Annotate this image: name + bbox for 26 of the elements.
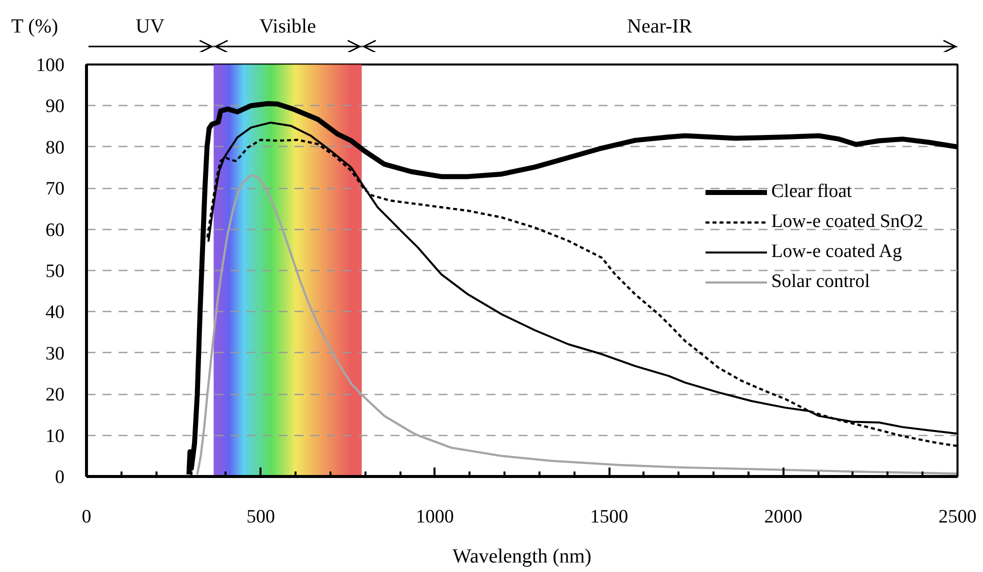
x-tick-label: 2000 bbox=[764, 506, 802, 528]
legend-label: Low-e coated Ag bbox=[771, 241, 902, 264]
y-tick-label: 100 bbox=[36, 55, 64, 76]
x-tick-label: 1000 bbox=[416, 506, 454, 528]
y-tick-label: 50 bbox=[46, 261, 64, 282]
y-tick-label: 80 bbox=[46, 137, 64, 158]
y-tick-label: 40 bbox=[46, 302, 64, 324]
y-tick-label: 90 bbox=[46, 96, 64, 118]
y-tick-label: 60 bbox=[46, 220, 64, 241]
x-tick-label: 0 bbox=[82, 506, 92, 528]
band-label: Visible bbox=[259, 16, 316, 38]
y-tick-label: 30 bbox=[46, 343, 64, 364]
x-tick-label: 1500 bbox=[590, 506, 628, 528]
x-tick-label: 500 bbox=[246, 506, 275, 528]
x-tick-label: 2500 bbox=[938, 506, 976, 528]
text: UV bbox=[136, 16, 166, 38]
legend-label: Solar control bbox=[771, 271, 870, 294]
legend-label: Clear float bbox=[771, 181, 852, 204]
y-tick-label: 10 bbox=[46, 426, 64, 447]
y-axis-title: T (%) bbox=[11, 16, 58, 38]
x-axis-title: Wavelength (nm) bbox=[452, 546, 592, 568]
y-tick-label: 70 bbox=[46, 178, 64, 200]
y-tick-label: 20 bbox=[46, 384, 64, 406]
y-tick-label: 0 bbox=[55, 467, 64, 488]
legend-label: Low-e coated SnO2 bbox=[771, 211, 924, 234]
text: Near-IR bbox=[627, 16, 693, 38]
